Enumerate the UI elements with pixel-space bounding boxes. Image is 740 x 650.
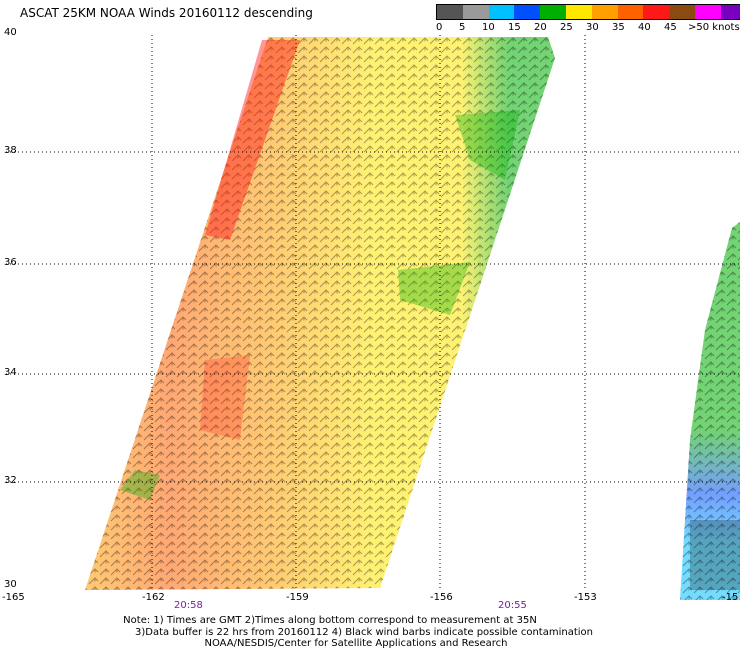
legend-color-scale [436, 4, 740, 20]
pass-time-label: 20:58 [174, 600, 203, 611]
latitude-label: 34 [4, 367, 17, 378]
longitude-label: -165 [2, 592, 25, 603]
legend-label: 30 [586, 22, 599, 33]
graticule [6, 35, 740, 590]
longitude-label: -156 [430, 592, 453, 603]
legend-swatch [643, 5, 670, 19]
green-wind-region [120, 470, 160, 500]
legend-label: 0 [436, 22, 443, 33]
wind-speed-legend: 0 5 10 15 20 25 30 35 40 45 >50 knots [436, 4, 740, 34]
longitude-label: -159 [286, 592, 309, 603]
latitude-label: 36 [4, 257, 17, 268]
high-wind-region [200, 355, 250, 440]
note-line: NOAA/NESDIS/Center for Satellite Applica… [204, 638, 508, 649]
note-line: 3)Data buffer is 22 hrs from 20160112 4)… [135, 627, 593, 638]
legend-labels: 0 5 10 15 20 25 30 35 40 45 >50 knots [436, 20, 740, 34]
wind-swath-right [680, 222, 740, 600]
legend-swatch [617, 5, 644, 19]
latitude-label: 32 [4, 475, 17, 486]
legend-swatch [462, 5, 489, 19]
note-line: Note: 1) Times are GMT 2)Times along bot… [123, 615, 537, 626]
green-wind-region [398, 262, 470, 315]
longitude-label: -153 [574, 592, 597, 603]
legend-label: 40 [638, 22, 651, 33]
map-title: ASCAT 25KM NOAA Winds 20160112 descendin… [20, 6, 313, 20]
latitude-label: 38 [4, 145, 17, 156]
legend-swatch [669, 5, 695, 19]
legend-label: 15 [508, 22, 521, 33]
legend-swatch [514, 5, 541, 19]
legend-label: 5 [459, 22, 466, 33]
legend-swatch [694, 5, 721, 19]
legend-label: 45 [664, 22, 677, 33]
high-wind-region [205, 40, 300, 240]
legend-swatch [720, 5, 740, 19]
legend-label: 35 [612, 22, 625, 33]
pass-time-label: 20:55 [498, 600, 527, 611]
legend-swatch [437, 5, 463, 19]
legend-swatch [488, 5, 515, 19]
legend-label: 25 [560, 22, 573, 33]
legend-label: 20 [534, 22, 547, 33]
latitude-label: 40 [4, 27, 17, 38]
longitude-label: -162 [142, 592, 165, 603]
legend-label: 10 [482, 22, 495, 33]
legend-swatch [591, 5, 618, 19]
latitude-label: 30 [4, 579, 17, 590]
legend-swatch [565, 5, 592, 19]
green-wind-region [455, 110, 520, 180]
legend-label: >50 knots [688, 22, 740, 33]
wind-swath-main [85, 37, 555, 590]
contamination-region [690, 520, 740, 590]
legend-swatch [540, 5, 566, 19]
longitude-label: -15 [722, 592, 739, 603]
